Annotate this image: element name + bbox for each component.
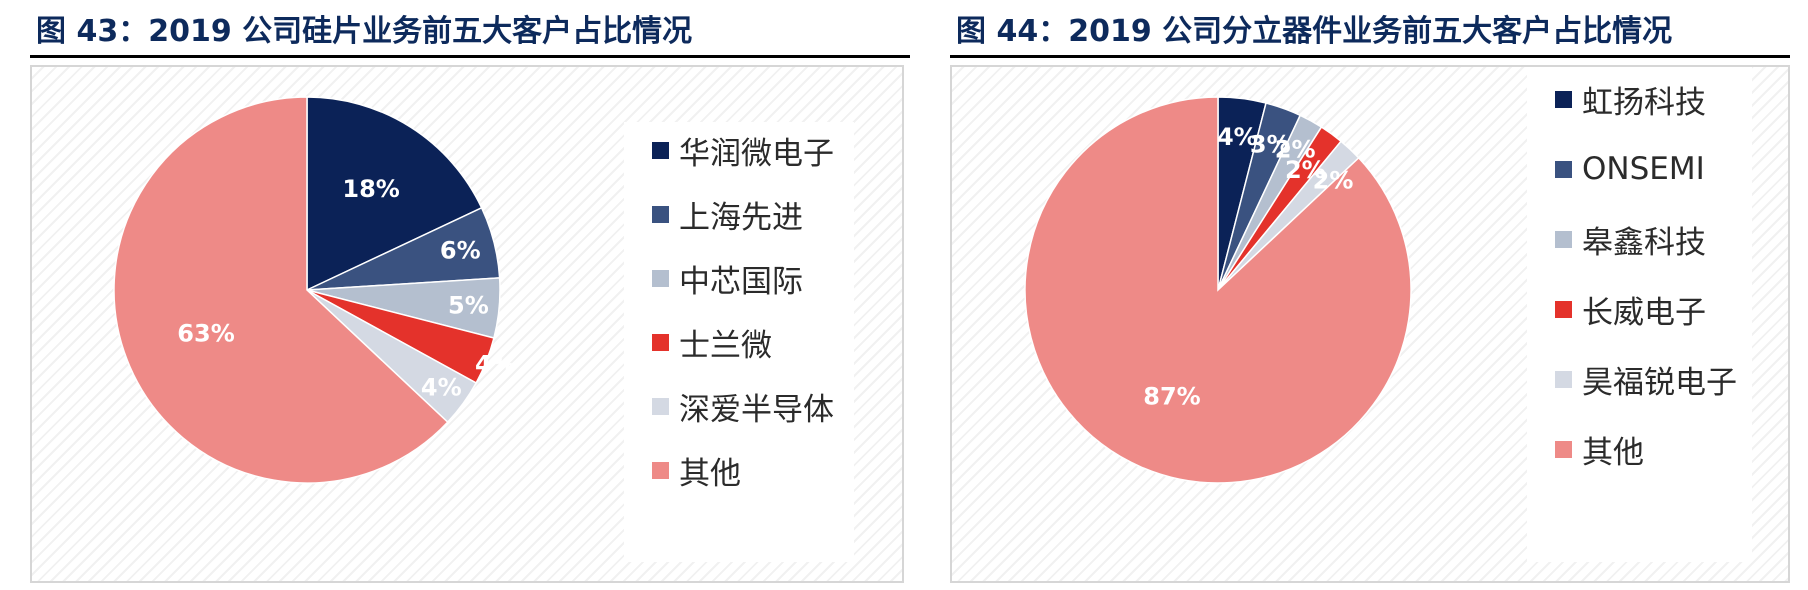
legend-item: ONSEMI	[1555, 149, 1705, 189]
legend-item: 中芯国际	[652, 258, 803, 300]
legend-item: 士兰微	[652, 322, 772, 364]
legend-label: 士兰微	[679, 327, 772, 364]
legend-item: 皋鑫科技	[1555, 219, 1706, 261]
pie-slice	[113, 96, 449, 484]
pie-slice	[1024, 96, 1412, 484]
legend-swatch	[1555, 440, 1572, 458]
legend-item: 华润微电子	[652, 130, 834, 172]
legend-swatch	[652, 333, 669, 351]
data-label: 4%	[475, 351, 516, 379]
title-rule	[30, 55, 910, 58]
legend-label: ONSEMI	[1582, 151, 1705, 187]
legend-swatch	[1555, 90, 1572, 108]
legend-swatch	[1555, 230, 1572, 248]
data-label: 87%	[1143, 382, 1200, 410]
legend-item: 虹扬科技	[1555, 79, 1706, 121]
legend-swatch	[652, 461, 669, 479]
legend-label: 虹扬科技	[1582, 84, 1706, 121]
pie-chart: 4%3%2%2%2%87%	[1024, 96, 1412, 484]
legend-item: 昊福锐电子	[1555, 359, 1737, 401]
legend-label: 华润微电子	[679, 135, 834, 172]
legend-swatch	[1555, 160, 1572, 178]
legend-label: 中芯国际	[679, 263, 803, 300]
legend-label: 深爱半导体	[679, 391, 834, 428]
data-label: 5%	[448, 291, 489, 319]
legend-label: 长威电子	[1582, 294, 1706, 331]
legend-label: 其他	[679, 455, 741, 492]
legend-swatch	[1555, 300, 1572, 318]
chart-panel-2: 图 44：2019 公司分立器件业务前五大客户占比情况 4% 3% 2% 2% 2% 87…	[950, 0, 1790, 590]
pie-slice	[306, 96, 483, 292]
legend-label: 上海先进	[679, 199, 803, 236]
data-label: 4%	[421, 374, 462, 402]
title-rule	[950, 55, 1790, 58]
data-label: 6%	[440, 237, 481, 265]
chart-title: 图 43：2019 公司硅片业务前五大客户占比情况	[36, 14, 693, 49]
legend-swatch	[652, 141, 669, 159]
data-label: 63%	[177, 320, 234, 348]
data-label: 18%	[342, 175, 399, 203]
legend-item: 深爱半导体	[652, 386, 834, 428]
legend: 虹扬科技 ONSEMI 皋鑫科技长威电子昊福锐电子其他	[1527, 67, 1752, 562]
legend-swatch	[652, 397, 669, 415]
data-label: 2%	[1313, 166, 1354, 194]
pie-chart: 18% 6% 5% 4% 4% 63%	[113, 96, 516, 484]
legend-item: 其他	[1555, 429, 1644, 471]
data-label: 3%	[1250, 131, 1291, 159]
legend-item: 上海先进	[652, 194, 803, 236]
legend: 华润微电子上海先进中芯国际士兰微深爱半导体其他	[624, 122, 854, 562]
chart-panel-1: 图 43：2019 公司硅片业务前五大客户占比情况 18% 6% 5% 4% 4% 63%…	[30, 0, 910, 590]
legend-label: 昊福锐电子	[1582, 364, 1737, 401]
legend-swatch	[652, 205, 669, 223]
data-label: 2%	[1285, 156, 1326, 184]
chart-area: 4% 3% 2% 2% 2% 87% 虹扬科技 ONSEMI 皋鑫科技 长威电子 昊福锐电子 其他	[950, 65, 1790, 583]
data-label: 2%	[1275, 136, 1316, 164]
legend-item: 其他	[652, 450, 741, 492]
data-label: 4%	[1217, 123, 1258, 151]
legend-item: 长威电子	[1555, 289, 1706, 331]
legend-label: 皋鑫科技	[1582, 224, 1706, 261]
legend-swatch	[652, 269, 669, 287]
legend-swatch	[1555, 370, 1572, 388]
chart-area: 18% 6% 5% 4% 4% 63% 华润微电子上海先进中芯国际士兰微深爱半导体其他	[30, 65, 904, 583]
chart-title: 图 44：2019 公司分立器件业务前五大客户占比情况	[956, 14, 1673, 49]
legend-label: 其他	[1582, 434, 1644, 471]
